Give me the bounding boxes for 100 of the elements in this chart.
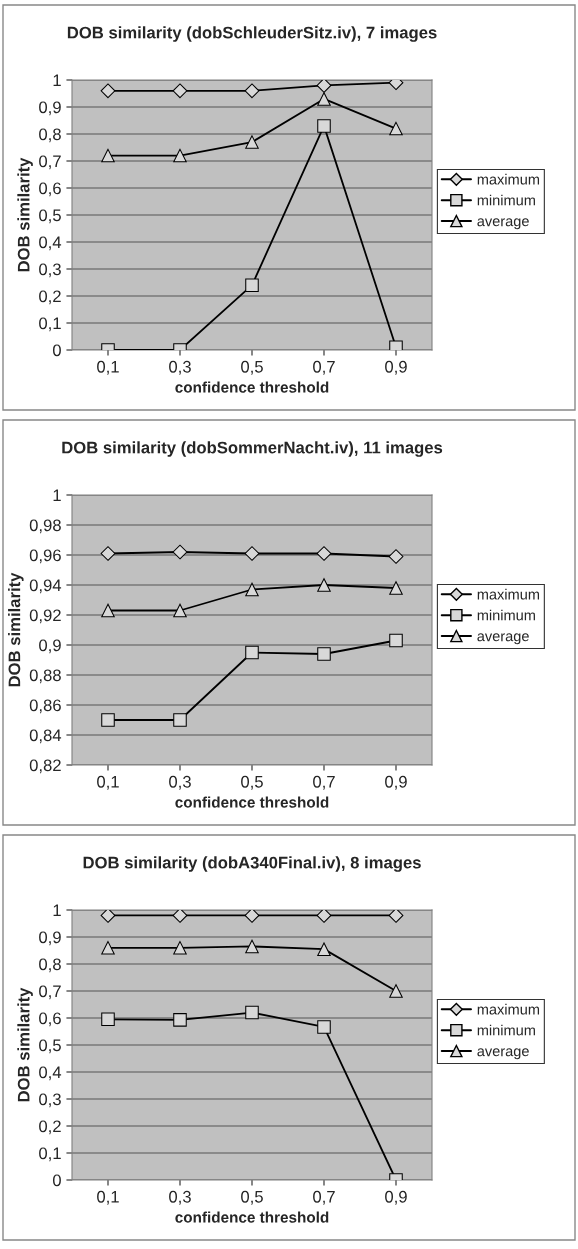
- point: [101, 148, 115, 163]
- y-tick-label: 0,84: [29, 729, 62, 744]
- point: [173, 713, 187, 727]
- y-tick-label: 0,92: [29, 609, 61, 624]
- point: [101, 1012, 115, 1027]
- y-tick-label: 0: [52, 1174, 61, 1187]
- point: [245, 135, 259, 149]
- legend-label: minimum: [477, 1024, 535, 1036]
- point: [317, 1020, 331, 1034]
- y-tick-label: 0: [52, 344, 61, 357]
- y-tick-label: 0,7: [39, 155, 61, 170]
- y-tick-label: 0,6: [39, 1012, 61, 1027]
- point: [317, 942, 331, 956]
- y-tick-label: 1: [53, 904, 61, 917]
- chart-title: DOB similarity (dobSommerNacht.iv), 11 images: [62, 441, 443, 457]
- x-tick-label: 0,5: [241, 775, 263, 790]
- y-tick-label: 0,82: [29, 759, 61, 774]
- point: [244, 83, 260, 99]
- x-tick-label: 0,3: [169, 1190, 191, 1205]
- legend-label: maximum: [477, 1003, 540, 1015]
- point: [245, 1005, 259, 1020]
- y-tick-label: 0,96: [29, 549, 61, 564]
- chart-title: DOB similarity (dobSchleuderSitz.iv), 7 images: [67, 26, 437, 42]
- point: [317, 119, 331, 133]
- y-tick-label: 0,2: [39, 290, 61, 305]
- y-tick-label: 0,3: [39, 263, 61, 278]
- legend-label: average: [477, 218, 529, 230]
- y-tick-label: 0,7: [39, 985, 61, 1000]
- y-tick-label: 0,4: [39, 236, 62, 251]
- point: [173, 148, 187, 163]
- y-tick-label: 0,8: [39, 958, 61, 973]
- point: [244, 910, 260, 923]
- x-tick-label: 0,1: [97, 360, 119, 375]
- y-tick-label: 0,3: [39, 1093, 61, 1108]
- legend-label: average: [477, 1048, 529, 1060]
- point: [101, 941, 115, 955]
- point: [389, 633, 403, 648]
- legend-label: minimum: [477, 194, 535, 206]
- y-axis-title: DOB similarity: [17, 157, 33, 272]
- point: [388, 549, 404, 564]
- legend-label: minimum: [477, 609, 535, 621]
- point: [173, 941, 187, 955]
- y-axis-title: DOB similarity: [8, 572, 24, 687]
- y-tick-label: 0,9: [39, 639, 61, 654]
- point: [245, 645, 259, 660]
- x-tick-label: 0,1: [97, 775, 119, 790]
- y-tick-label: 0,94: [29, 579, 62, 594]
- x-tick-label: 0,7: [313, 775, 335, 790]
- point: [245, 582, 259, 597]
- point: [173, 603, 187, 618]
- y-tick-label: 1: [53, 489, 61, 502]
- point: [100, 910, 116, 923]
- x-tick-label: 0,5: [241, 360, 263, 375]
- point: [389, 581, 403, 595]
- legend-label: maximum: [477, 588, 540, 600]
- y-tick-label: 0,8: [39, 128, 61, 143]
- y-tick-label: 0,1: [39, 1147, 61, 1162]
- x-tick-label: 0,9: [385, 360, 407, 375]
- x-tick-label: 0,9: [385, 775, 407, 790]
- point: [172, 83, 188, 99]
- chart-title: DOB similarity (dobA340Final.iv), 8 images: [83, 856, 421, 872]
- y-tick-label: 0,88: [29, 669, 61, 684]
- y-tick-label: 1: [53, 74, 61, 87]
- x-tick-label: 0,3: [169, 775, 191, 790]
- x-tick-label: 0,7: [313, 360, 335, 375]
- point: [316, 546, 332, 561]
- x-tick-label: 0,3: [169, 360, 191, 375]
- point: [100, 83, 116, 99]
- y-tick-label: 0,5: [39, 209, 61, 224]
- x-axis-title: confidence threshold: [175, 1211, 329, 1223]
- point: [316, 80, 332, 93]
- legend-label: maximum: [477, 173, 540, 185]
- point: [100, 546, 116, 561]
- point: [244, 546, 260, 561]
- y-axis-title: DOB similarity: [17, 987, 33, 1102]
- y-tick-label: 0,9: [39, 101, 61, 116]
- y-tick-label: 0,4: [39, 1066, 62, 1081]
- point: [172, 910, 188, 923]
- point: [101, 713, 115, 727]
- x-tick-label: 0,9: [385, 1190, 407, 1205]
- point: [388, 910, 404, 923]
- point: [172, 544, 188, 560]
- y-tick-label: 0,1: [39, 317, 61, 332]
- y-tick-label: 0,2: [39, 1120, 61, 1135]
- point: [389, 121, 403, 136]
- x-tick-label: 0,5: [241, 1190, 263, 1205]
- point: [389, 984, 403, 998]
- y-tick-label: 0,6: [39, 182, 61, 197]
- y-tick-label: 0,86: [29, 699, 61, 714]
- point: [317, 578, 331, 592]
- legend-label: average: [477, 633, 529, 645]
- point: [173, 1013, 187, 1027]
- point: [101, 603, 115, 618]
- x-axis-title: confidence threshold: [175, 381, 329, 393]
- x-tick-label: 0,7: [313, 1190, 335, 1205]
- point: [317, 647, 331, 661]
- y-tick-label: 0,9: [39, 931, 61, 946]
- point: [245, 939, 259, 954]
- y-tick-label: 0,98: [29, 519, 61, 534]
- point: [245, 278, 259, 292]
